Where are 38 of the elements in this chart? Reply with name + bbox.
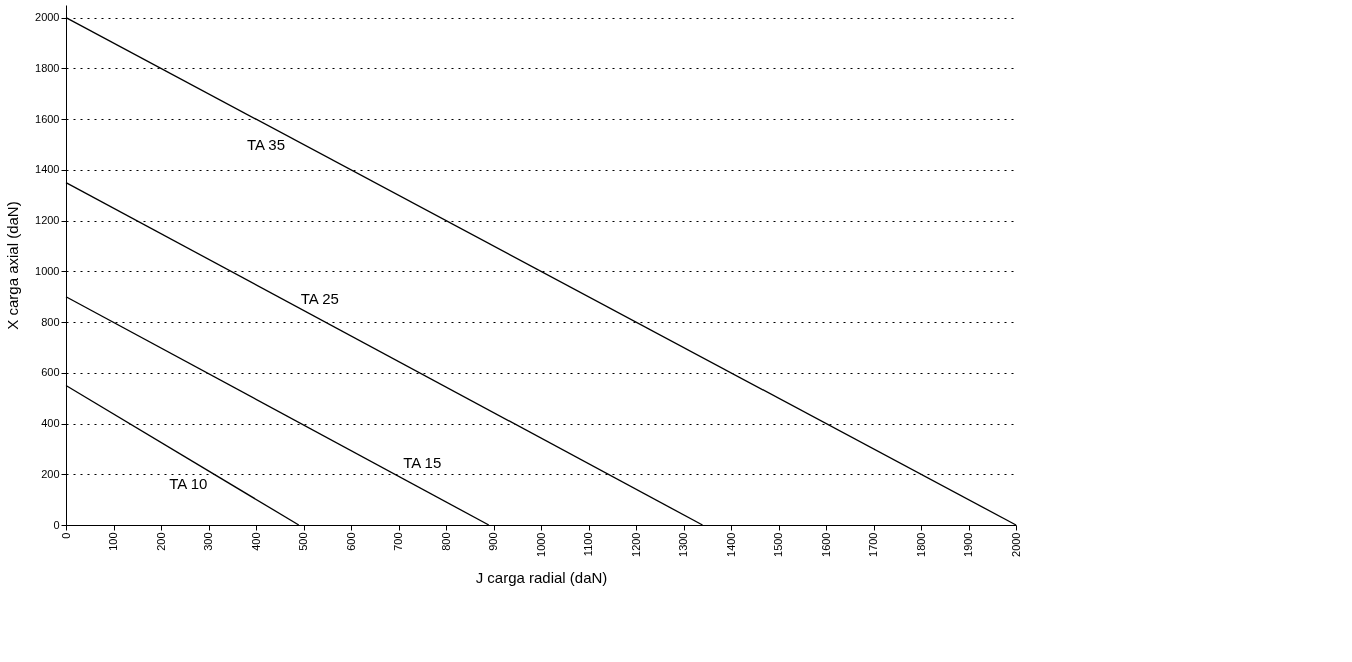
x-tick-label: 2000 xyxy=(1009,532,1022,557)
y-tick-label: 800 xyxy=(41,315,60,328)
series-label: TA 15 xyxy=(403,454,442,472)
x-tick-label: 1000 xyxy=(534,532,547,557)
x-tick-label: 200 xyxy=(154,532,167,551)
x-tick-label: 1700 xyxy=(867,532,879,557)
x-tick-label: 0 xyxy=(59,532,72,539)
series-label: TA 10 xyxy=(169,474,208,492)
y-tick-label: 1800 xyxy=(35,61,60,74)
x-tick-label: 1100 xyxy=(582,532,594,557)
y-tick-label: 1200 xyxy=(35,214,60,227)
y-axis-title: X carga axial (daN) xyxy=(4,201,22,330)
y-tick-label: 1000 xyxy=(35,264,60,277)
y-tick-label: 0 xyxy=(53,518,60,531)
x-tick-label: 1500 xyxy=(772,532,784,557)
x-tick-label: 1200 xyxy=(629,532,642,557)
x-tick-label: 1400 xyxy=(724,532,737,557)
y-tick-label: 200 xyxy=(41,467,60,480)
series-label: TA 25 xyxy=(300,289,339,307)
x-tick-label: 500 xyxy=(297,532,309,551)
x-tick-label: 600 xyxy=(344,532,357,551)
x-axis-title: J carga radial (daN) xyxy=(475,568,608,586)
x-tick-label: 100 xyxy=(107,532,119,551)
y-tick-label: 400 xyxy=(41,417,60,430)
x-tick-label: 800 xyxy=(439,532,452,551)
x-tick-label: 1900 xyxy=(962,532,974,557)
x-tick-label: 400 xyxy=(249,532,262,551)
y-tick-label: 2000 xyxy=(35,11,60,24)
series-label: TA 35 xyxy=(246,136,286,154)
y-tick-label: 1400 xyxy=(35,163,60,176)
x-tick-label: 700 xyxy=(392,532,404,551)
y-tick-label: 1600 xyxy=(35,112,60,125)
x-tick-label: 1300 xyxy=(677,532,689,557)
x-tick-label: 900 xyxy=(487,532,499,551)
x-tick-label: 300 xyxy=(202,532,214,551)
x-tick-label: 1800 xyxy=(914,532,927,557)
x-tick-label: 1600 xyxy=(819,532,832,557)
y-tick-label: 600 xyxy=(41,366,60,379)
